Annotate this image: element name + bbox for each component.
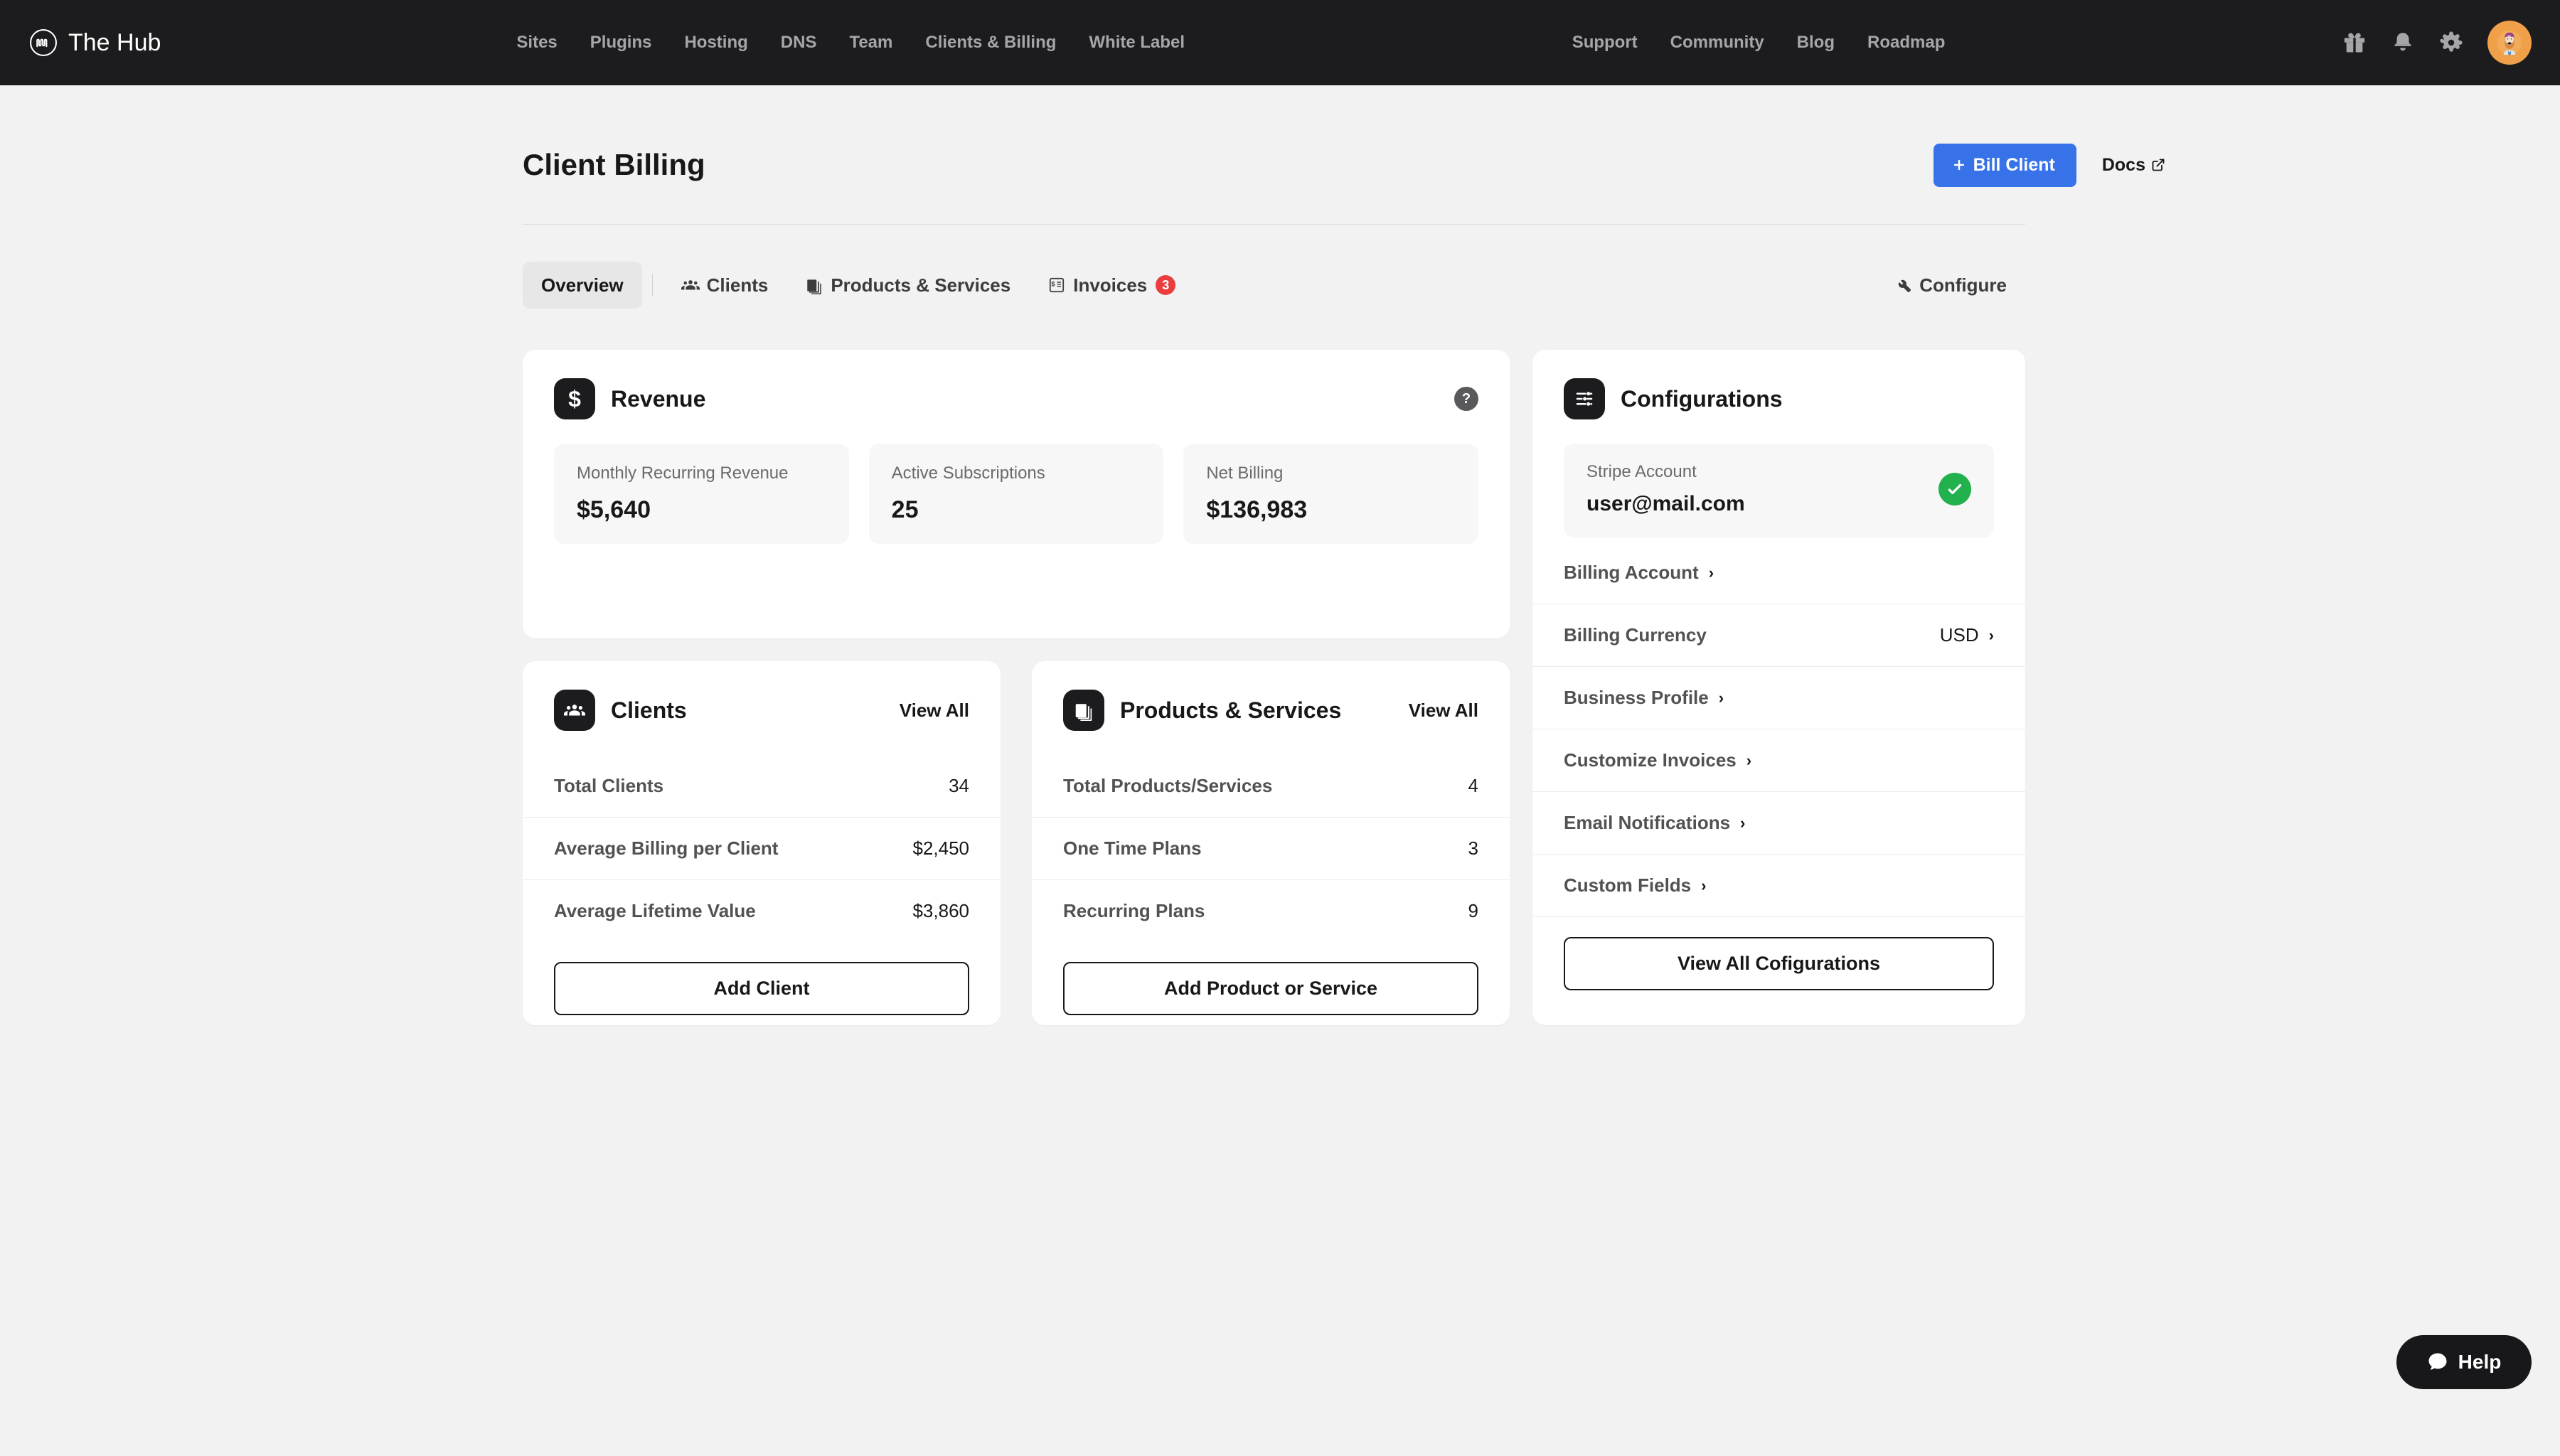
svg-text:$: $ <box>1052 281 1055 288</box>
